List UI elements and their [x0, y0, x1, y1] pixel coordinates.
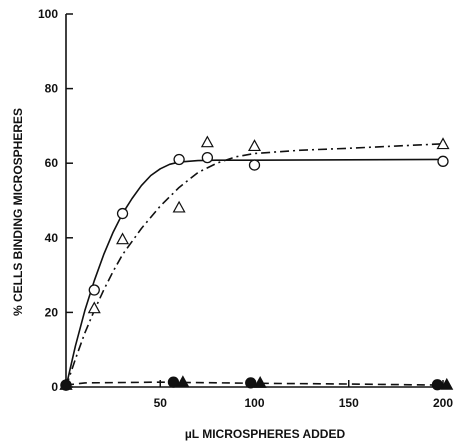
axes: 0 20 40 60 80 100 50 100 150 200 [38, 7, 453, 410]
series-1-point [88, 284, 100, 296]
series-1-point [201, 151, 214, 164]
fit-curves [65, 143, 444, 388]
series-3-point [167, 376, 180, 388]
series-4-point [440, 377, 454, 390]
series-1-point [248, 159, 261, 171]
y-tick-label: 40 [45, 231, 59, 245]
series-2-point [116, 232, 130, 245]
series-4-point [176, 375, 190, 388]
series-2-point [247, 139, 262, 152]
series-2-curve [65, 143, 444, 388]
series-1-point [437, 155, 449, 167]
x-axis-label: µL MICROSPHERES ADDED [185, 427, 346, 441]
y-tick-label: 80 [45, 82, 59, 96]
y-axis-label: % CELLS BINDING MICROSPHERES [11, 108, 25, 316]
y-tick-label: 0 [51, 380, 58, 394]
y-tick-label: 20 [45, 305, 59, 319]
x-tick-label: 50 [154, 396, 168, 410]
series-1-point [173, 153, 185, 166]
series-2-point [436, 137, 450, 150]
data-markers [59, 135, 454, 391]
series-4-point [59, 377, 73, 390]
series-3-curve [65, 381, 444, 386]
y-tick-label: 60 [45, 156, 59, 170]
series-4-point [253, 376, 267, 388]
x-tick-label: 200 [433, 396, 453, 410]
series-3-point [245, 377, 257, 389]
x-tick-label: 100 [244, 396, 264, 410]
series-2-point [87, 301, 101, 314]
series-1-curve [65, 158, 444, 388]
series-3-point [431, 379, 443, 391]
series-1-point [116, 207, 129, 220]
series-2-point [200, 135, 214, 148]
x-tick-label: 150 [339, 396, 359, 410]
y-tick-label: 100 [38, 7, 58, 21]
series-2-point [172, 200, 186, 213]
